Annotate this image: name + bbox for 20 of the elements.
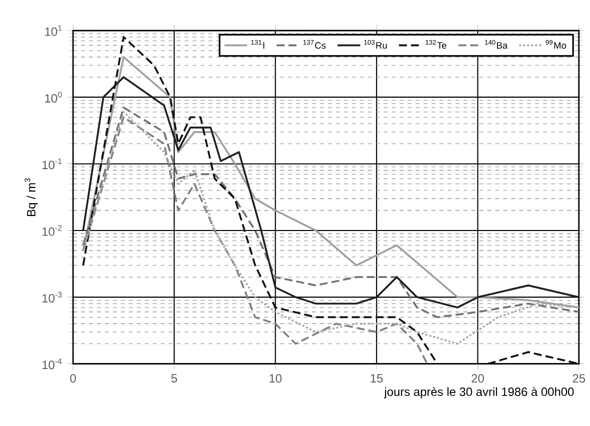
y-tick-label: 10$^{-1}$: [42, 158, 62, 170]
x-tick-label: 25: [572, 374, 586, 383]
y-axis-title: Bq / m$^{3}$: [24, 178, 38, 216]
x-axis-title: jours après le 30 avril 1986 à 00h00: [384, 386, 574, 398]
x-tick-label: 15: [370, 374, 383, 382]
y-tick-label: 10$^{1}$: [45, 25, 62, 36]
legend-label: $^{132}$Te: [426, 40, 446, 49]
y-tick-label: 10$^{0}$: [45, 92, 62, 102]
legend-label: $^{131}$I: [251, 40, 264, 49]
x-tick-label: 20: [472, 374, 484, 383]
x-tick-label: 0: [70, 374, 76, 383]
legend-label: $^{140}$Ba: [485, 40, 508, 49]
y-tick-label: 10$^{-4}$: [42, 358, 62, 370]
x-tick-label: 5: [171, 374, 178, 382]
x-tick-label: 10: [270, 374, 282, 383]
legend-label: $^{103}$Ru: [364, 40, 387, 49]
legend-label: $^{99}$Mo: [546, 40, 566, 49]
y-tick-label: 10$^{-2}$: [42, 225, 62, 236]
y-tick-label: 10$^{-3}$: [42, 292, 62, 302]
legend-label: $^{137}$Cs: [303, 40, 326, 49]
